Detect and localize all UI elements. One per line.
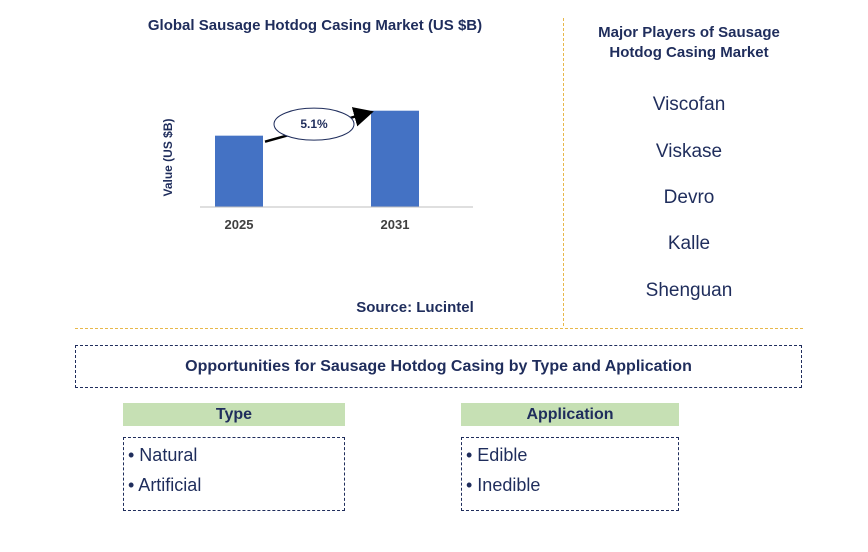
bar-2031 [371, 110, 419, 207]
player-devro: Devro [663, 187, 715, 208]
x-tick-2025: 2025 [225, 217, 254, 232]
bar-2025 [215, 135, 263, 207]
cagr-label: 5.1% [300, 117, 328, 131]
player-viskase: Viskase [655, 141, 723, 162]
cagr-ellipse [273, 107, 355, 141]
application-header: Application [461, 403, 679, 426]
horizontal-divider [75, 328, 803, 329]
type-list: • Natural • Artificial [123, 437, 345, 511]
source-label: Source: Lucintel [356, 299, 474, 316]
opportunities-title: Opportunities for Sausage Hotdog Casing … [75, 345, 802, 388]
vertical-divider [563, 18, 564, 326]
type-item-natural: • Natural [128, 445, 198, 465]
application-list: • Edible • Inedible [461, 437, 679, 511]
player-shenguan: Shenguan [645, 280, 733, 301]
y-axis-label: Value (US $B) [161, 118, 175, 196]
type-header: Type [123, 403, 345, 426]
type-item-artificial: • Artificial [128, 475, 202, 495]
application-item-edible: • Edible [466, 445, 528, 465]
bars-layer [215, 110, 419, 207]
opportunities-title-text: Opportunities for Sausage Hotdog Casing … [185, 357, 692, 375]
application-item-inedible: • Inedible [466, 475, 541, 495]
players-title: Major Players of Sausage Hotdog Casing M… [598, 24, 780, 61]
x-tick-2031: 2031 [381, 217, 410, 232]
bar-chart: 2025 2031 Value (US $B) 5.1% [161, 107, 473, 232]
player-viscofan: Viscofan [652, 94, 726, 115]
player-kalle: Kalle [667, 233, 711, 254]
ticks-layer: 2025 2031 [225, 217, 410, 232]
chart-title: Global Sausage Hotdog Casing Market (US … [147, 17, 483, 34]
cagr-annotation: 5.1% [264, 107, 374, 143]
